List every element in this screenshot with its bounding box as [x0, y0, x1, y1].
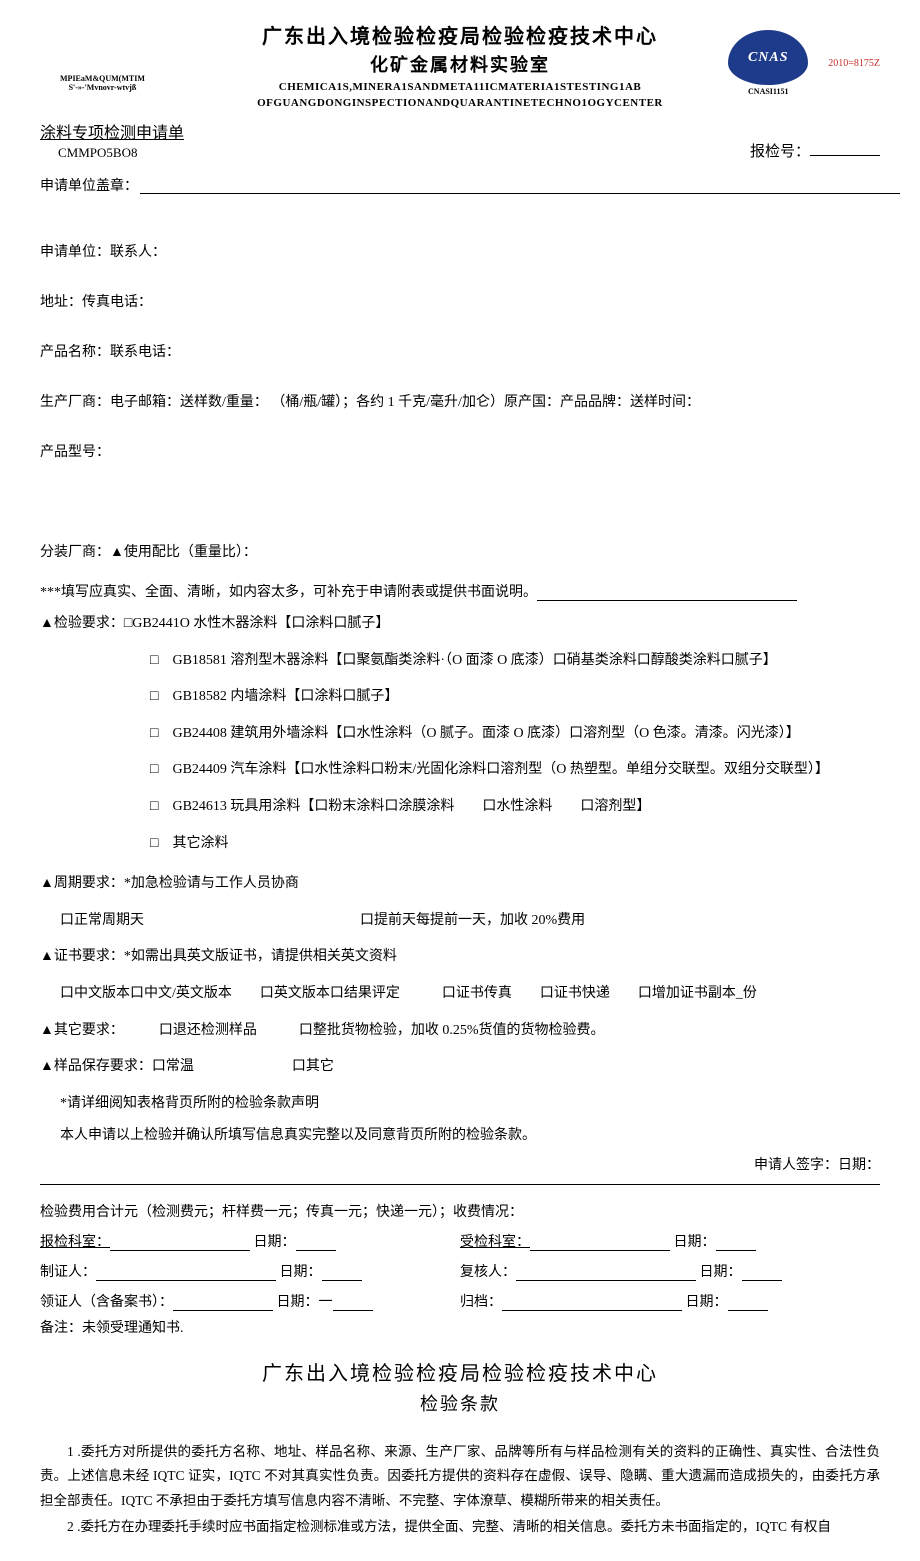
manufacturer-row: 生产厂商：电子邮箱：送样数/重量： （桶/瓶/罐）；各约 1 千克/毫升/加仑）… — [40, 391, 880, 411]
certify-date-field[interactable] — [322, 1265, 362, 1281]
storage-req: ▲样品保存要求：口常温 口其它 — [40, 1054, 880, 1081]
other-paint: □ 其它涂料 — [40, 831, 880, 858]
review-date-field[interactable] — [742, 1265, 782, 1281]
document-header: MPIEaM&QUM(MTIM S'-»-'Mvnovr-wtvjß 广东出入境… — [40, 20, 880, 109]
red-code: 2010=8175Z — [828, 58, 880, 69]
other-req: ▲其它要求： 口退还检测样品 口整批货物检验，加收 0.25%货值的货物检验费。 — [40, 1018, 880, 1045]
gb18582: □ GB18582 内墙涂料【口涂料口腻子】 — [40, 684, 880, 711]
applicant-row: 申请单位：联系人： — [40, 241, 880, 261]
inspection-number: 报检号： — [750, 140, 880, 161]
form-title-block: 涂料专项检测申请单 CMMPO5BO8 — [40, 119, 184, 161]
signature-row: 申请人签字：日期： — [40, 1154, 880, 1174]
archive-date-field[interactable] — [728, 1295, 768, 1311]
report-date-field[interactable] — [296, 1235, 336, 1251]
terms-p2: 2 .委托方在办理委托手续时应书面指定检测标准或方法，提供全面、完整、清晰的相关… — [40, 1515, 880, 1539]
reviewer-field[interactable] — [516, 1265, 696, 1281]
stamp-row: 申请单位盖章： — [40, 175, 880, 195]
terms-p1: 1 .委托方对所提供的委托方名称、地址、样品名称、来源、生产厂家、品牌等所有与样… — [40, 1440, 880, 1513]
test-dept-field[interactable] — [530, 1235, 670, 1251]
product-row: 产品名称：联系电话： — [40, 341, 880, 361]
decl2: 本人申请以上检验并确认所填写信息真实完整以及同意背页所附的检验条款。 — [40, 1123, 880, 1150]
cnas-wrap: CNAS CNASI1151 — [728, 30, 808, 96]
remark: 备注：未领受理通知书. — [40, 1317, 880, 1337]
terms-title-block: 广东出入境检验检疫局检验检疫技术中心 检验条款 — [40, 1357, 880, 1416]
decl1: *请详细阅知表格背页所附的检验条款声明 — [40, 1091, 880, 1118]
form-title-row: 涂料专项检测申请单 CMMPO5BO8 报检号： — [40, 119, 880, 161]
report-dept-field[interactable] — [110, 1235, 250, 1251]
form-code: CMMPO5BO8 — [58, 145, 184, 161]
office-block: 报检科室： 日期： 受检科室： 日期： 制证人： 日期： 复核人： 日期： 领证… — [40, 1231, 880, 1311]
receive-date-field[interactable] — [333, 1295, 373, 1311]
gb18581: □ GB18581 溶剂型木器涂料【口聚氨酯类涂料·（O 面漆 O 底漆）口硝基… — [40, 648, 880, 675]
stamp-field[interactable] — [140, 193, 900, 194]
subtitle-en2: OFGUANGDONGINSPECTIONANDQUARANTINETECHNO… — [40, 97, 880, 109]
packager-row: 分装厂商：▲使用配比（重量比）： — [40, 541, 880, 561]
archive-field[interactable] — [502, 1295, 682, 1311]
inspection-req-header: ▲检验要求：□GB2441O 水性木器涂料【口涂料口腻子】 — [40, 611, 880, 638]
terms-subtitle: 检验条款 — [40, 1390, 880, 1416]
terms-body: 1 .委托方对所提供的委托方名称、地址、样品名称、来源、生产厂家、品牌等所有与样… — [40, 1440, 880, 1539]
terms-org-title: 广东出入境检验检疫局检验检疫技术中心 — [40, 1357, 880, 1386]
form-title: 涂料专项检测申请单 — [40, 119, 184, 143]
cert-req-header: ▲证书要求：*如需出具英文版证书，请提供相关英文资料 — [40, 944, 880, 971]
cnas-logo-icon: CNAS — [728, 30, 808, 85]
cnas-code: CNASI1151 — [728, 87, 808, 96]
small-code-left: MPIEaM&QUM(MTIM S'-»-'Mvnovr-wtvjß — [60, 75, 145, 93]
gb24613: □ GB24613 玩具用涂料【口粉末涂料口涂膜涂料 口水性涂料 口溶剂型】 — [40, 794, 880, 821]
receiver-field[interactable] — [173, 1295, 273, 1311]
test-date-field[interactable] — [716, 1235, 756, 1251]
fee-line: 检验费用合计元（检测费元；杆样费一元；传真一元；快递一元）；收费情况： — [40, 1201, 880, 1221]
address-row: 地址：传真电话： — [40, 291, 880, 311]
gb24408: □ GB24408 建筑用外墙涂料【口水性涂料（O 腻子。面漆 O 底漆）口溶剂… — [40, 721, 880, 748]
inspection-number-field[interactable] — [810, 155, 880, 156]
model-row: 产品型号： — [40, 441, 880, 461]
fill-note: ***填写应真实、全面、清晰，如内容太多，可补充于申请附表或提供书面说明。 — [40, 581, 880, 601]
gb24409: □ GB24409 汽车涂料【口水性涂料口粉末/光固化涂料口溶剂型（O 热塑型。… — [40, 757, 880, 784]
logo-block: CNAS CNASI1151 2010=8175Z — [728, 30, 880, 96]
certifier-field[interactable] — [96, 1265, 276, 1281]
cert-options: 口中文版本口中文/英文版本 口英文版本口结果评定 口证书传真 口证书快递 口增加… — [40, 981, 880, 1008]
divider — [40, 1184, 880, 1185]
cycle-req: ▲周期要求：*加急检验请与工作人员协商 口正常周期天 口提前天每提前一天，加收 … — [40, 871, 880, 934]
